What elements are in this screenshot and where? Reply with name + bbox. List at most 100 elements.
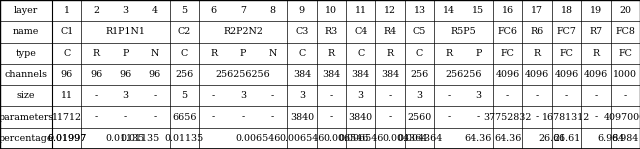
Text: 6: 6 [211, 6, 217, 15]
Text: 0.01135: 0.01135 [106, 134, 145, 143]
Text: 16: 16 [502, 6, 514, 15]
Text: 0.004364: 0.004364 [397, 134, 442, 143]
Text: 3: 3 [240, 91, 246, 100]
Text: 3840: 3840 [349, 113, 372, 122]
Text: 384: 384 [381, 70, 399, 79]
Text: 64.36: 64.36 [465, 134, 492, 143]
Text: 4097000: 4097000 [604, 113, 640, 122]
Text: 256: 256 [175, 70, 193, 79]
Text: R2P2N2: R2P2N2 [223, 27, 263, 36]
Text: 384: 384 [293, 70, 311, 79]
Text: 3: 3 [358, 91, 364, 100]
Text: 256: 256 [410, 70, 429, 79]
Text: 6.984: 6.984 [597, 134, 624, 143]
Text: 4096: 4096 [495, 70, 520, 79]
Text: -: - [388, 113, 392, 122]
Text: 3: 3 [122, 6, 129, 15]
Text: type: type [15, 49, 36, 58]
Text: -: - [153, 91, 157, 100]
Text: 0.004364: 0.004364 [382, 134, 428, 143]
Text: -: - [271, 91, 274, 100]
Text: -: - [271, 113, 274, 122]
Text: 11: 11 [61, 91, 73, 100]
Text: -: - [124, 113, 127, 122]
Text: -: - [595, 113, 598, 122]
Text: 0.006546: 0.006546 [279, 134, 324, 143]
Text: 0.01997: 0.01997 [47, 134, 86, 143]
Text: N: N [150, 49, 159, 58]
Text: 13: 13 [413, 6, 426, 15]
Text: 384: 384 [351, 70, 370, 79]
Text: FC: FC [618, 49, 632, 58]
Text: 3: 3 [299, 91, 305, 100]
Text: 26.61: 26.61 [538, 134, 565, 143]
Text: 2560: 2560 [408, 113, 431, 122]
Text: 1: 1 [64, 6, 70, 15]
Text: -: - [447, 113, 451, 122]
Text: C4: C4 [354, 27, 367, 36]
Text: size: size [17, 91, 35, 100]
Text: -: - [565, 91, 568, 100]
Text: FC6: FC6 [498, 27, 518, 36]
Text: 1000: 1000 [613, 70, 637, 79]
Text: P: P [475, 49, 481, 58]
Text: C1: C1 [60, 27, 74, 36]
Text: 96: 96 [90, 70, 102, 79]
Text: 17: 17 [531, 6, 543, 15]
Text: 256256: 256256 [445, 70, 482, 79]
Text: 12: 12 [384, 6, 396, 15]
Text: R7: R7 [589, 27, 602, 36]
Text: 96: 96 [61, 70, 73, 79]
Text: 256256256: 256256256 [216, 70, 271, 79]
Text: -: - [536, 91, 539, 100]
Text: 0.006546: 0.006546 [338, 134, 383, 143]
Text: R: R [93, 49, 100, 58]
Text: 16781312: 16781312 [542, 113, 591, 122]
Text: 0.006546: 0.006546 [323, 134, 369, 143]
Text: 7: 7 [240, 6, 246, 15]
Text: R6: R6 [531, 27, 544, 36]
Text: R5P5: R5P5 [451, 27, 476, 36]
Text: 0.006546: 0.006546 [235, 134, 280, 143]
Text: 4096: 4096 [584, 70, 608, 79]
Text: FC: FC [559, 49, 573, 58]
Text: 96: 96 [120, 70, 132, 79]
Text: 3: 3 [476, 91, 481, 100]
Text: -: - [330, 113, 333, 122]
Text: 20: 20 [620, 6, 631, 15]
Text: 15: 15 [472, 6, 484, 15]
Text: P: P [240, 49, 246, 58]
Text: 8: 8 [269, 6, 275, 15]
Text: -: - [623, 91, 627, 100]
Text: name: name [13, 27, 39, 36]
Text: R: R [593, 49, 600, 58]
Text: 6.984: 6.984 [612, 134, 639, 143]
Text: -: - [95, 91, 98, 100]
Text: FC: FC [500, 49, 515, 58]
Text: -: - [95, 113, 98, 122]
Text: C5: C5 [413, 27, 426, 36]
Text: 11712: 11712 [52, 113, 82, 122]
Text: -: - [330, 91, 333, 100]
Text: layer: layer [14, 6, 38, 15]
Text: -: - [241, 113, 244, 122]
Text: 64.36: 64.36 [494, 134, 522, 143]
Text: R: R [387, 49, 394, 58]
Text: 3: 3 [122, 91, 129, 100]
Text: R: R [210, 49, 217, 58]
Text: 3: 3 [417, 91, 422, 100]
Text: FC8: FC8 [616, 27, 636, 36]
Text: percentage: percentage [0, 134, 53, 143]
Text: 0.01135: 0.01135 [120, 134, 160, 143]
Text: -: - [388, 91, 392, 100]
Text: 37752832: 37752832 [483, 113, 532, 122]
Text: C: C [357, 49, 364, 58]
Text: C: C [298, 49, 305, 58]
Text: R: R [445, 49, 452, 58]
Text: FC7: FC7 [557, 27, 577, 36]
Text: 14: 14 [443, 6, 455, 15]
Text: P: P [122, 49, 129, 58]
Text: 11: 11 [355, 6, 367, 15]
Text: 5: 5 [181, 91, 188, 100]
Text: 18: 18 [561, 6, 573, 15]
